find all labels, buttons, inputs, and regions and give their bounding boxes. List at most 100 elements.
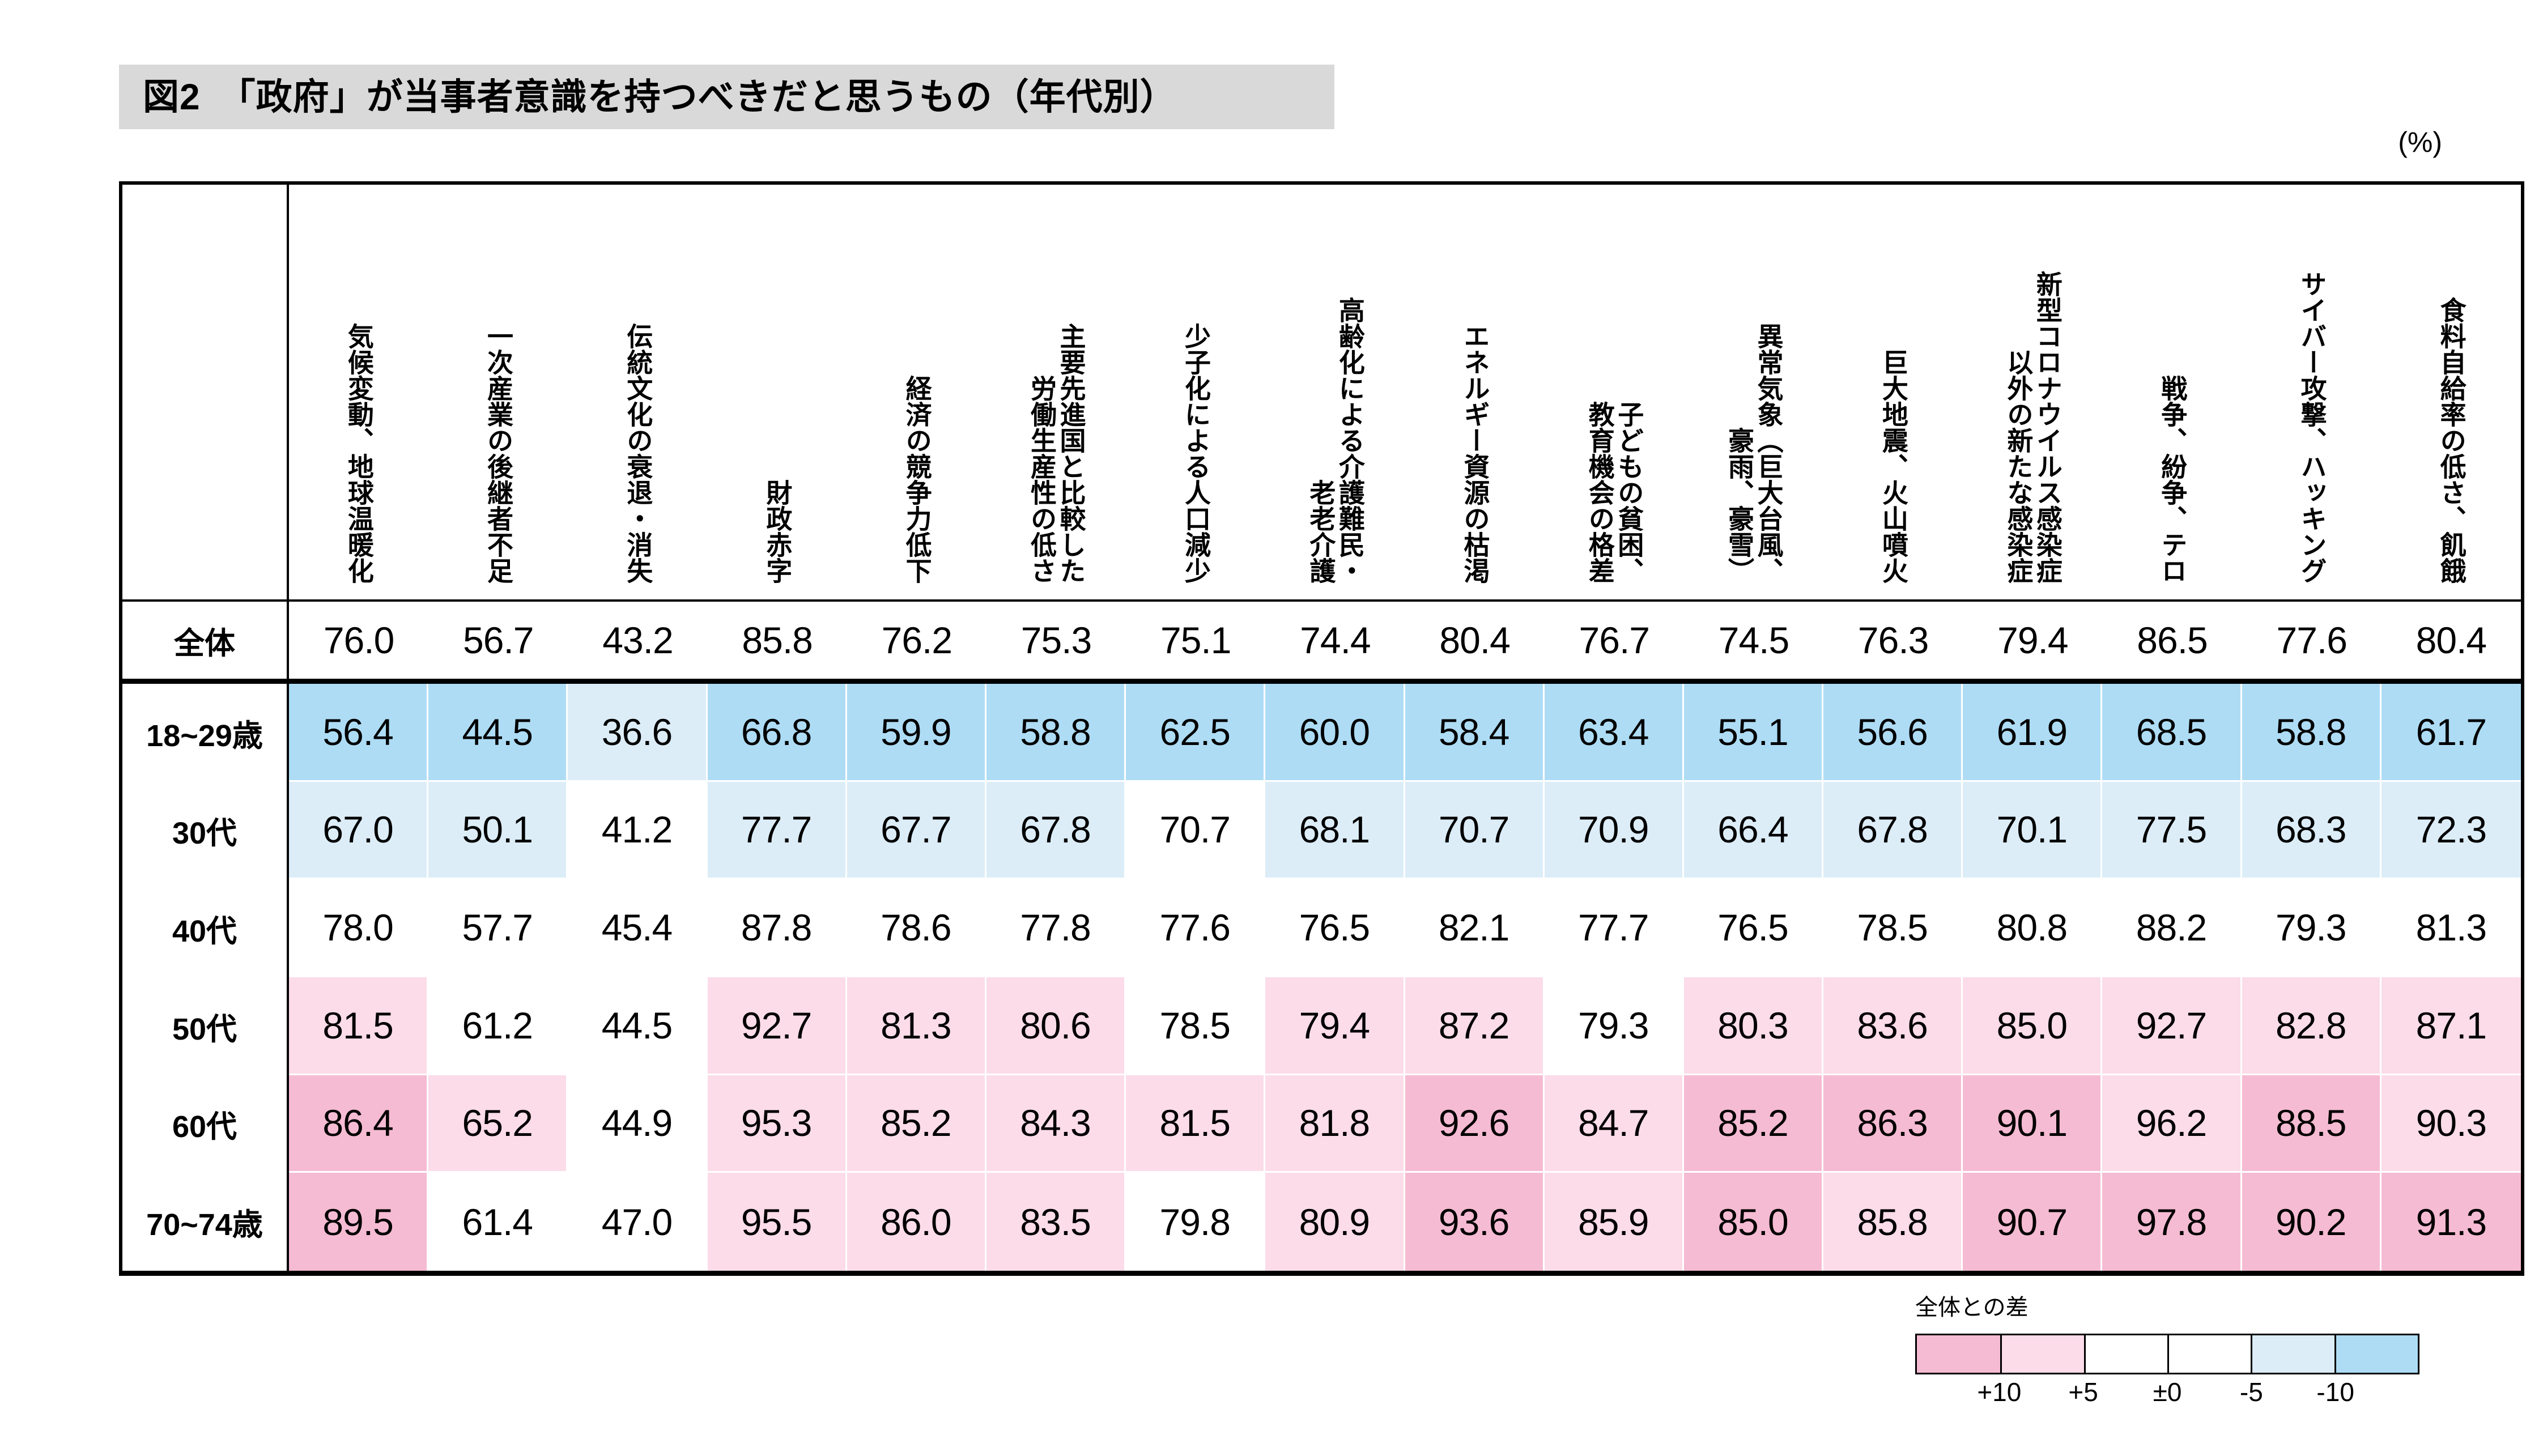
value-cell: 85.8 (707, 602, 847, 684)
value-cell: 79.3 (1544, 977, 1684, 1075)
heatmap-table: 気候変動、地球温暖化 一次産業の後継者不足 伝統文化の衰退・消失 財政赤字 経済の競争力… (119, 181, 2524, 1276)
value-cell: 77.7 (707, 781, 847, 880)
value-cell: 72.3 (2381, 781, 2521, 880)
value-cell: 85.2 (1683, 1075, 1824, 1173)
value-cell: 61.9 (1963, 684, 2103, 782)
column-header: 子どもの貧困、 教育機会の格差 (1544, 185, 1684, 602)
legend-label: +10 (1977, 1377, 2022, 1407)
value-cell: 79.4 (1963, 602, 2103, 684)
value-cell: 68.3 (2242, 781, 2382, 880)
row-label: 70~74歳 (122, 1173, 289, 1271)
value-cell: 81.3 (847, 977, 986, 1075)
value-cell: 95.3 (707, 1075, 847, 1173)
value-cell: 70.9 (1544, 781, 1684, 880)
figure-title: 図2 「政府」が当事者意識を持つべきだと思うもの（年代別） (119, 65, 1334, 129)
value-cell: 47.0 (568, 1173, 708, 1271)
value-cell: 77.6 (2242, 602, 2382, 684)
value-cell: 93.6 (1405, 1173, 1545, 1271)
value-cell: 96.2 (2102, 1075, 2242, 1173)
value-cell: 56.4 (289, 684, 429, 782)
value-cell: 90.7 (1963, 1173, 2103, 1271)
value-cell: 56.6 (1823, 684, 1963, 782)
value-cell: 88.5 (2242, 1075, 2382, 1173)
value-cell: 60.0 (1265, 684, 1405, 782)
value-cell: 74.4 (1265, 602, 1405, 684)
column-header-text: 高齢化による介護難民・ 老老介護 (1306, 297, 1365, 584)
value-cell: 44.9 (568, 1075, 708, 1173)
value-cell: 68.5 (2102, 684, 2242, 782)
value-cell: 57.7 (428, 879, 568, 977)
value-cell: 43.2 (568, 602, 708, 684)
row-label: 全体 (122, 602, 289, 684)
column-header: 巨大地震、火山噴火 (1823, 185, 1963, 602)
value-cell: 89.5 (289, 1173, 429, 1271)
value-cell: 79.4 (1265, 977, 1405, 1075)
column-header-text: 主要先進国と比較した 労働生産性の低さ (1027, 323, 1086, 584)
value-cell: 77.5 (2102, 781, 2242, 880)
value-cell: 36.6 (568, 684, 708, 782)
value-cell: 41.2 (568, 781, 708, 880)
value-cell: 80.4 (1405, 602, 1545, 684)
column-header: 経済の競争力低下 (847, 185, 986, 602)
unit-label: (%) (2398, 126, 2442, 158)
value-cell: 85.0 (1963, 977, 2103, 1075)
value-cell: 85.2 (847, 1075, 986, 1173)
value-cell: 50.1 (428, 781, 568, 880)
legend-swatch-3 (2167, 1335, 2251, 1373)
value-cell: 86.3 (1823, 1075, 1963, 1173)
value-cell: 83.6 (1823, 977, 1963, 1075)
column-header: 少子化による人口減少 (1126, 185, 1266, 602)
value-cell: 67.7 (847, 781, 986, 880)
value-cell: 81.3 (2381, 879, 2521, 977)
column-header: エネルギー資源の枯渇 (1405, 185, 1545, 602)
column-header: 一次産業の後継者不足 (428, 185, 568, 602)
corner-cell (122, 185, 289, 602)
column-header: 財政赤字 (707, 185, 847, 602)
legend-labels: +10 +5 ±0 -5 -10 (1915, 1379, 2419, 1413)
legend-title: 全体との差 (1915, 1295, 2029, 1320)
value-cell: 58.8 (2242, 684, 2382, 782)
row-label: 60代 (122, 1075, 289, 1173)
legend-label: ±0 (2153, 1377, 2182, 1407)
value-cell: 82.1 (1405, 879, 1545, 977)
value-cell: 90.1 (1963, 1075, 2103, 1173)
value-cell: 44.5 (428, 684, 568, 782)
row-label: 18~29歳 (122, 684, 289, 782)
value-cell: 70.7 (1405, 781, 1545, 880)
value-cell: 74.5 (1683, 602, 1824, 684)
value-cell: 77.6 (1126, 879, 1266, 977)
value-cell: 66.4 (1683, 781, 1824, 880)
legend-swatch-0 (1917, 1335, 2001, 1373)
value-cell: 83.5 (986, 1173, 1126, 1271)
value-cell: 79.8 (1126, 1173, 1266, 1271)
value-cell: 75.1 (1126, 602, 1266, 684)
value-cell: 78.5 (1823, 879, 1963, 977)
column-header-text: 戦争、紛争、テロ (2158, 375, 2188, 584)
value-cell: 75.3 (986, 602, 1126, 684)
column-header-text: 経済の競争力低下 (902, 375, 932, 584)
value-cell: 67.8 (1823, 781, 1963, 880)
value-cell: 58.4 (1405, 684, 1545, 782)
value-cell: 55.1 (1683, 684, 1824, 782)
value-cell: 92.7 (707, 977, 847, 1075)
row-label: 40代 (122, 879, 289, 977)
legend-color-bar (1915, 1334, 2419, 1374)
row-label: 50代 (122, 977, 289, 1075)
value-cell: 61.7 (2381, 684, 2521, 782)
legend-label: +5 (2068, 1377, 2098, 1407)
value-cell: 91.3 (2381, 1173, 2521, 1271)
legend-swatch-1 (2000, 1335, 2084, 1373)
value-cell: 56.7 (428, 602, 568, 684)
value-cell: 80.8 (1963, 879, 2103, 977)
value-cell: 66.8 (707, 684, 847, 782)
column-header-text: 一次産業の後継者不足 (484, 323, 514, 584)
column-header: 戦争、紛争、テロ (2102, 185, 2242, 602)
legend-label: -5 (2239, 1377, 2263, 1407)
column-header: 伝統文化の衰退・消失 (568, 185, 708, 602)
value-cell: 90.2 (2242, 1173, 2382, 1271)
value-cell: 95.5 (707, 1173, 847, 1271)
value-cell: 62.5 (1126, 684, 1266, 782)
value-cell: 85.8 (1823, 1173, 1963, 1271)
value-cell: 76.3 (1823, 602, 1963, 684)
value-cell: 77.8 (986, 879, 1126, 977)
